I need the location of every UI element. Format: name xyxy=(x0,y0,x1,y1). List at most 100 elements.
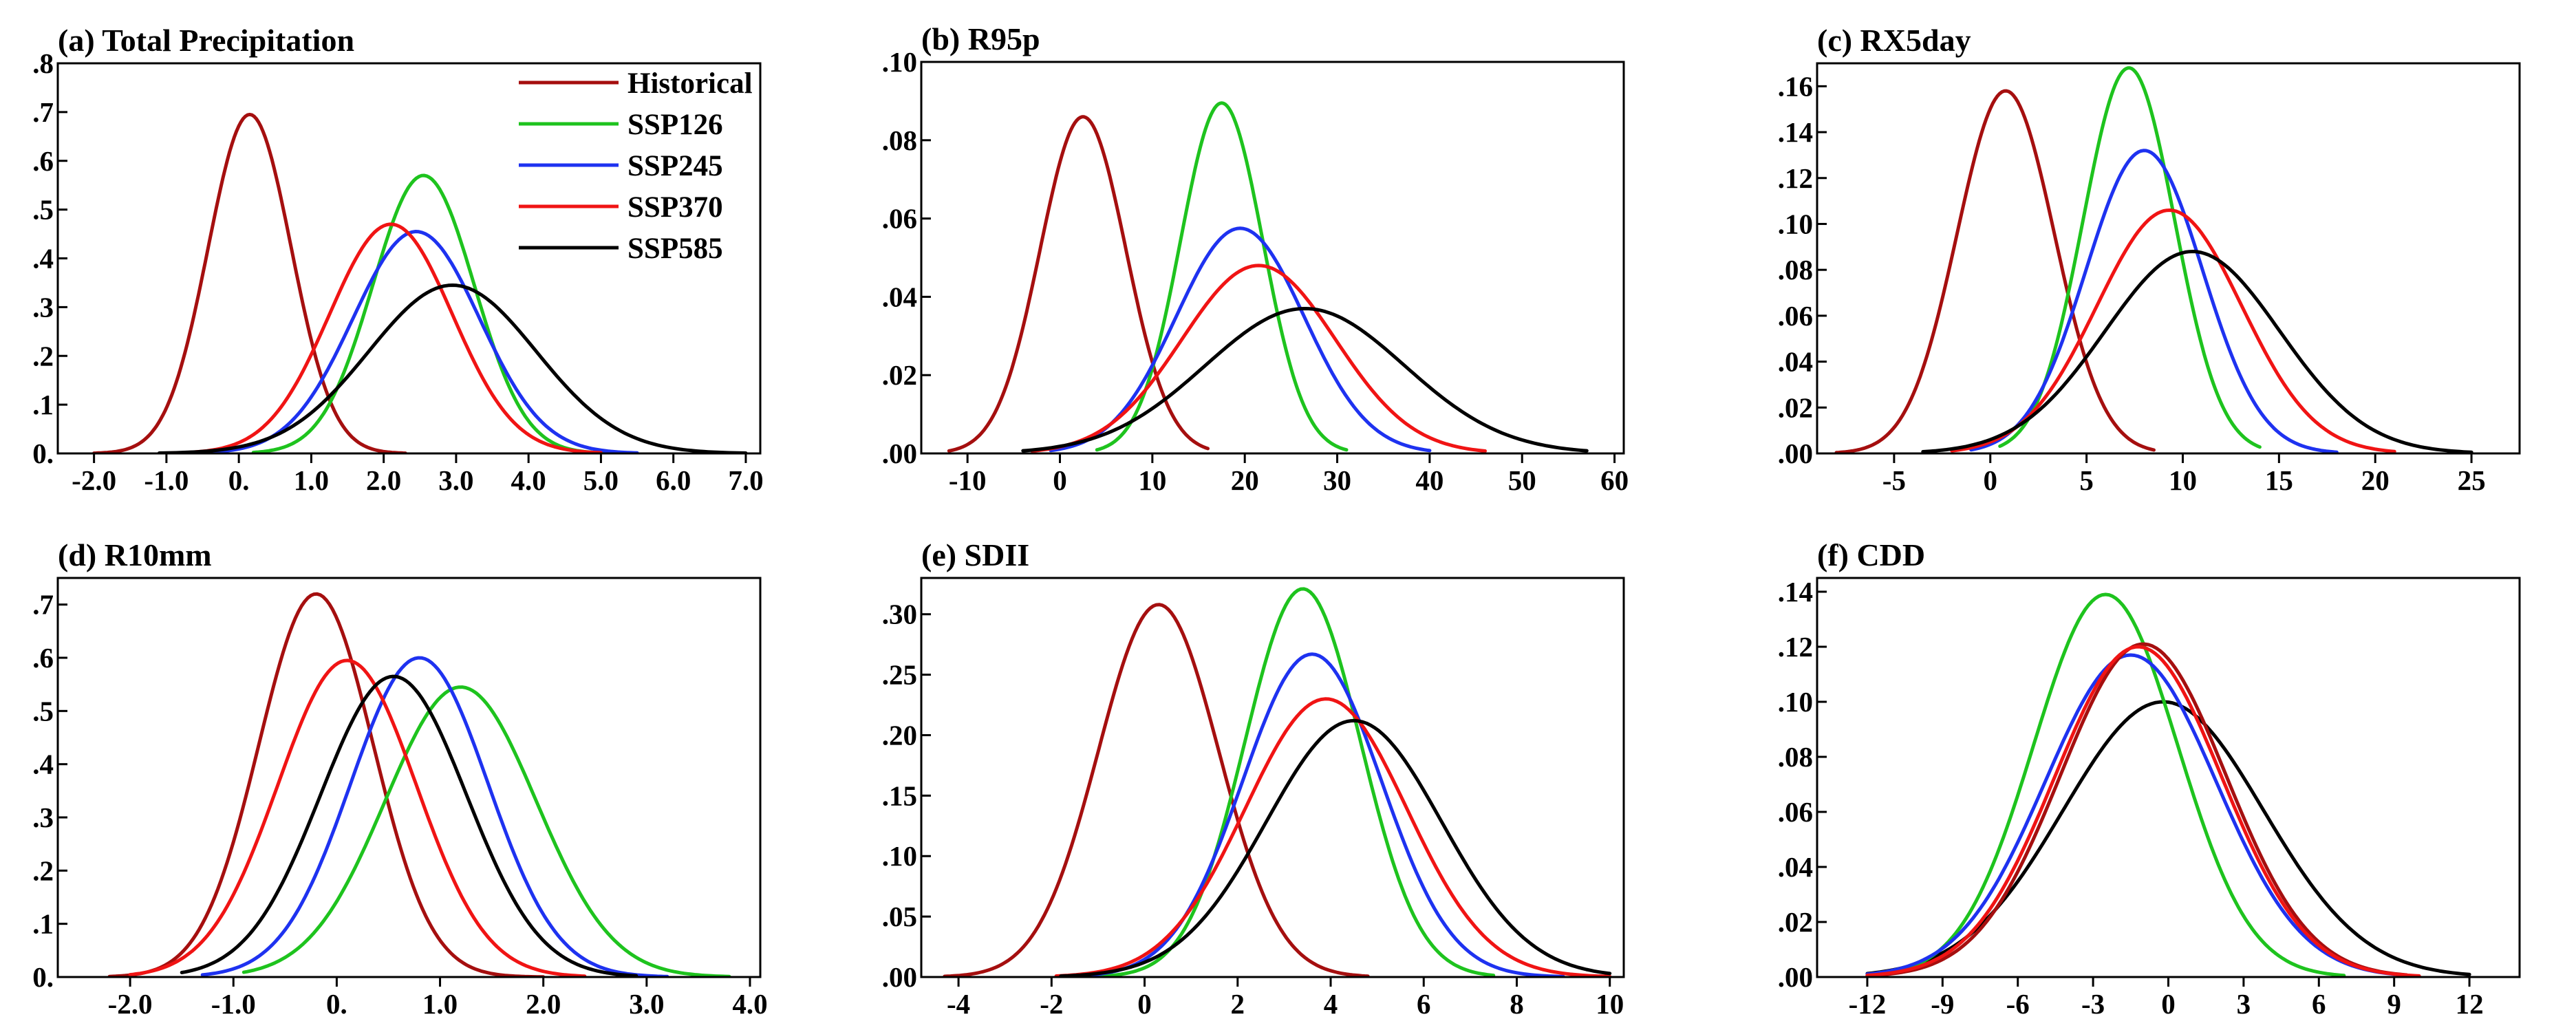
x-tick-label: 1.0 xyxy=(422,988,458,1020)
curve-historical xyxy=(943,603,1370,977)
y-tick-label: .00 xyxy=(882,961,917,993)
x-tick-label: 0 xyxy=(1984,464,1998,496)
x-tick-label: 25 xyxy=(2458,464,2486,496)
curve-ssp585 xyxy=(157,283,748,453)
y-tick-label: .10 xyxy=(1778,208,1813,239)
y-tick-label: .06 xyxy=(882,203,917,235)
x-tick-label: 10 xyxy=(1138,464,1166,496)
y-tick-label: .00 xyxy=(1778,961,1813,993)
x-tick-label: 5.0 xyxy=(583,464,619,496)
y-tick-label: .25 xyxy=(882,659,917,691)
legend-label: SSP370 xyxy=(627,191,723,224)
y-tick-label: .5 xyxy=(32,695,54,727)
x-tick-label: -2.0 xyxy=(108,988,153,1020)
y-tick-label: .12 xyxy=(1778,631,1813,663)
panel-title: (e) SDII xyxy=(921,537,1029,572)
x-tick-label: 6 xyxy=(2312,988,2326,1020)
curve-ssp370 xyxy=(164,222,603,453)
y-tick-label: .06 xyxy=(1778,796,1813,828)
x-tick-label: 7.0 xyxy=(728,464,763,496)
x-tick-label: -5 xyxy=(1882,464,1906,496)
x-tick-label: -1.0 xyxy=(211,988,256,1020)
x-tick-label: 2 xyxy=(1231,988,1245,1020)
y-tick-label: .3 xyxy=(32,802,54,833)
x-tick-label: 20 xyxy=(2361,464,2390,496)
curve-ssp585 xyxy=(1021,307,1589,453)
y-tick-label: .6 xyxy=(32,642,54,674)
x-tick-label: 0 xyxy=(1053,464,1067,496)
x-tick-label: 10 xyxy=(2169,464,2197,496)
curve-ssp585 xyxy=(1059,718,1612,977)
x-tick-label: 0. xyxy=(228,464,250,496)
y-tick-label: .4 xyxy=(32,243,54,275)
curve-ssp245 xyxy=(1059,652,1565,977)
x-tick-label: -10 xyxy=(949,464,987,496)
panel-c-rx5day: (c) RX5day -5 0 5 10 15 20 25 .00 .02 .04 .06 .08 .10… xyxy=(1778,23,2521,496)
x-tick-label: 15 xyxy=(2265,464,2293,496)
x-tick-label: 1.0 xyxy=(294,464,329,496)
x-tick-label: 50 xyxy=(1508,464,1536,496)
y-tick-label: .4 xyxy=(32,749,54,780)
y-tick-label: .02 xyxy=(1778,906,1813,938)
x-tick-label: -2 xyxy=(1040,988,1063,1020)
y-tick-label: .05 xyxy=(882,901,917,932)
x-tick-label: -3 xyxy=(2081,988,2105,1020)
x-tick-label: -1.0 xyxy=(144,464,189,496)
plot-frame xyxy=(1816,577,2521,978)
y-tick-label: .5 xyxy=(32,194,54,226)
y-tick-label: .04 xyxy=(1778,346,1813,378)
curve-ssp126 xyxy=(242,685,731,977)
y-tick-label: .04 xyxy=(882,281,917,312)
curve-ssp245 xyxy=(1969,149,2339,453)
y-tick-label: .8 xyxy=(32,47,54,79)
panel-title: (b) R95p xyxy=(921,21,1040,56)
y-tick-label: .02 xyxy=(882,359,917,391)
y-tick-label: .6 xyxy=(32,145,54,177)
curve-historical xyxy=(1834,89,2156,453)
y-tick-label: .10 xyxy=(882,840,917,872)
curve-ssp370 xyxy=(1950,208,2396,453)
y-tick-label: 0. xyxy=(32,961,54,993)
y-tick-label: .2 xyxy=(32,855,54,886)
legend-label: SSP126 xyxy=(627,109,723,141)
x-tick-label: -9 xyxy=(1931,988,1954,1020)
y-tick-label: .7 xyxy=(32,589,54,621)
panel-title: (d) R10mm xyxy=(58,537,212,572)
panel-d-r10mm: (d) R10mm -2.0 -1.0 0. 1.0 2.0 3.0 4.0 0. .1 .2 .3.… xyxy=(32,537,767,1020)
panel-title: (f) CDD xyxy=(1817,537,1925,572)
y-tick-label: .20 xyxy=(882,719,917,751)
y-tick-label: .08 xyxy=(1778,254,1813,286)
legend-label: SSP245 xyxy=(627,150,723,182)
panel-title: (c) RX5day xyxy=(1817,23,1971,58)
y-tick-label: .1 xyxy=(32,389,54,420)
plot-frame xyxy=(1816,62,2521,455)
y-tick-label: .10 xyxy=(882,46,917,78)
curve-ssp245 xyxy=(1865,653,2396,976)
curve-ssp370 xyxy=(128,658,587,977)
x-tick-label: -2.0 xyxy=(72,464,116,496)
panel-b-r95p: (b) R95p -10 0 10 20 30 40 50 60 .00 .02 .04 .06 .08.… xyxy=(882,21,1629,496)
y-tick-label: .10 xyxy=(1778,686,1813,718)
y-tick-label: .15 xyxy=(882,780,917,811)
y-tick-label: .30 xyxy=(882,599,917,630)
x-tick-label: 2.0 xyxy=(366,464,401,496)
x-tick-label: -4 xyxy=(947,988,970,1020)
y-tick-label: .00 xyxy=(1778,438,1813,469)
x-tick-label: 60 xyxy=(1600,464,1629,496)
curve-ssp370 xyxy=(1865,645,2421,977)
curve-ssp126 xyxy=(1064,587,1496,977)
x-tick-label: 5 xyxy=(2079,464,2094,496)
x-tick-label: 20 xyxy=(1231,464,1259,496)
y-tick-label: .2 xyxy=(32,340,54,372)
curve-ssp126 xyxy=(1998,66,2262,449)
x-tick-label: 3.0 xyxy=(629,988,664,1020)
x-tick-label: 6.0 xyxy=(656,464,691,496)
y-tick-label: .14 xyxy=(1778,576,1813,608)
x-tick-label: 30 xyxy=(1323,464,1351,496)
curve-historical xyxy=(92,112,407,453)
y-tick-label: .16 xyxy=(1778,70,1813,102)
plot-frame xyxy=(920,61,1625,455)
panel-a-total-precipitation: (a) Total Precipitation -2.0 -1.0 0. 1.0 2.0 3… xyxy=(32,23,763,496)
curve-ssp585 xyxy=(1921,250,2473,453)
